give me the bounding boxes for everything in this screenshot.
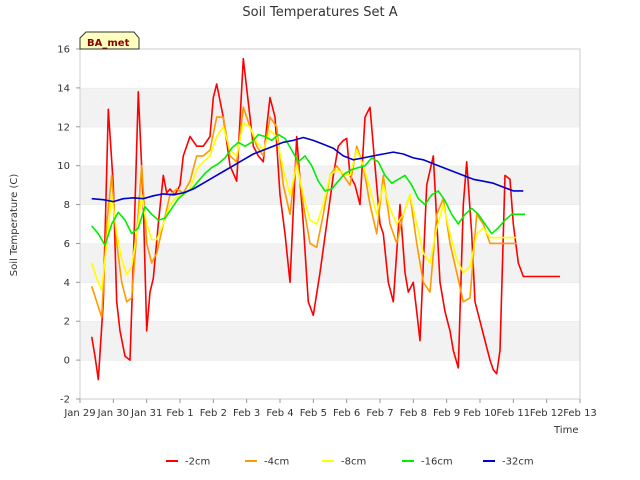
legend: -2cm -4cm -8cm -16cm -32cm bbox=[166, 457, 534, 468]
legend-label: -16cm bbox=[421, 457, 453, 468]
y-tick-label: 4 bbox=[64, 278, 70, 289]
x-tick-label: Feb 5 bbox=[300, 408, 327, 419]
x-tick-label: Feb 1 bbox=[166, 408, 193, 419]
x-tick-label: Jan 31 bbox=[130, 408, 162, 419]
station-badge: BA_met bbox=[79, 31, 140, 50]
grid-band bbox=[80, 321, 580, 361]
grid-band bbox=[80, 282, 580, 322]
series-line-8cm bbox=[90, 122, 517, 291]
series-line-32cm bbox=[91, 136, 524, 203]
legend-label: -2cm bbox=[185, 457, 210, 468]
x-tick-label: Feb 13 bbox=[563, 408, 597, 419]
y-tick-label: 14 bbox=[57, 83, 70, 94]
y-tick-label: -2 bbox=[60, 395, 70, 406]
series-line-4cm bbox=[90, 106, 517, 319]
x-tick-label: Jan 30 bbox=[97, 408, 129, 419]
chart-title: Soil Temperatures Set A bbox=[242, 5, 397, 20]
badge-label: BA_met bbox=[87, 38, 130, 49]
legend-label: -8cm bbox=[341, 457, 366, 468]
x-tick-label: Feb 2 bbox=[200, 408, 227, 419]
y-axis-label: Soil Temperature (C) bbox=[9, 174, 20, 277]
badge-box bbox=[79, 31, 140, 50]
plot-frame bbox=[79, 48, 581, 400]
y-tick-label: 0 bbox=[64, 356, 70, 367]
x-tick-label: Feb 11 bbox=[497, 408, 531, 419]
x-tick-label: Jan 29 bbox=[63, 408, 95, 419]
y-axis-ticks: -2 0 2 4 6 8 10 12 14 16 bbox=[57, 45, 80, 406]
x-axis-label: Time bbox=[553, 425, 578, 436]
x-tick-label: Feb 8 bbox=[400, 408, 427, 419]
x-tick-label: Feb 3 bbox=[233, 408, 260, 419]
x-tick-label: Feb 10 bbox=[463, 408, 497, 419]
legend-label: -4cm bbox=[264, 457, 289, 468]
y-tick-label: 12 bbox=[57, 122, 70, 133]
grid-band bbox=[80, 360, 580, 399]
x-tick-label: Feb 9 bbox=[433, 408, 460, 419]
series-line-2cm bbox=[90, 57, 560, 381]
y-tick-label: 8 bbox=[64, 200, 70, 211]
background-bands bbox=[80, 48, 580, 399]
grid-band bbox=[80, 243, 580, 283]
series-group bbox=[90, 57, 560, 381]
legend-label: -32cm bbox=[502, 457, 534, 468]
y-tick-label: 16 bbox=[57, 45, 70, 56]
y-tick-label: 6 bbox=[64, 239, 70, 250]
x-tick-label: Feb 12 bbox=[530, 408, 564, 419]
series-line-16cm bbox=[91, 133, 525, 247]
grid-band bbox=[80, 49, 580, 88]
grid-band bbox=[80, 87, 580, 127]
x-tick-label: Feb 7 bbox=[366, 408, 393, 419]
x-tick-label: Feb 6 bbox=[333, 408, 360, 419]
x-axis-ticks: Jan 29 Jan 30 Jan 31 Feb 1 Feb 2 Feb 3 Feb 4 Fe… bbox=[63, 399, 597, 419]
y-tick-label: 2 bbox=[64, 317, 70, 328]
y-tick-label: 10 bbox=[57, 161, 70, 172]
x-tick-label: Feb 4 bbox=[266, 408, 293, 419]
